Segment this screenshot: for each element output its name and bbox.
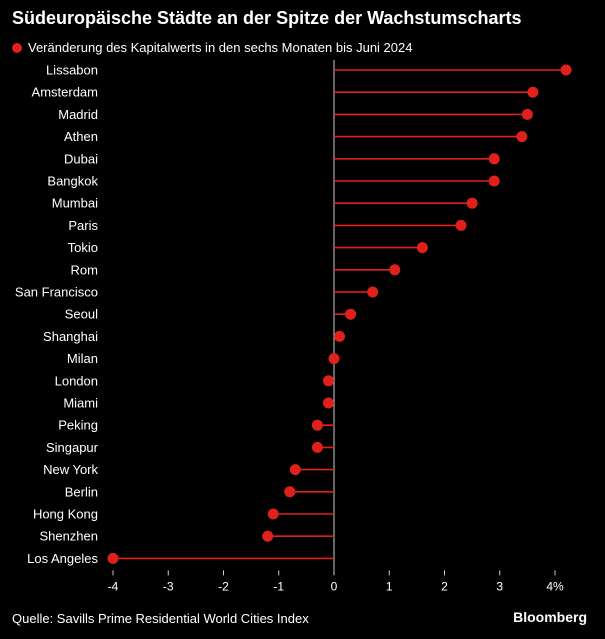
lollipop-dot <box>455 219 467 231</box>
x-tick-label: 3 <box>496 579 503 593</box>
category-label: Seoul <box>65 307 98 322</box>
category-label: Paris <box>68 218 98 233</box>
category-label: Hong Kong <box>33 507 98 522</box>
lollipop-dot <box>488 175 500 187</box>
lollipop-dot <box>262 530 274 542</box>
lollipop-dot <box>527 86 539 98</box>
chart-legend: Veränderung des Kapitalwerts in den sech… <box>12 40 412 55</box>
category-label: Madrid <box>58 107 98 122</box>
chart-title: Südeuropäische Städte an der Spitze der … <box>12 8 522 28</box>
x-tick-label: -2 <box>218 579 229 593</box>
lollipop-dot <box>466 197 478 209</box>
category-label: Tokio <box>68 240 98 255</box>
x-tick-label: 2 <box>441 579 448 593</box>
category-label: San Francisco <box>15 285 98 300</box>
lollipop-dot <box>107 552 119 564</box>
lollipop-dot <box>311 441 323 453</box>
lollipop-dot <box>367 286 379 298</box>
category-label: London <box>55 373 98 388</box>
legend-label: Veränderung des Kapitalwerts in den sech… <box>28 40 413 55</box>
lollipop-dot <box>488 153 500 165</box>
category-label: Milan <box>67 351 98 366</box>
lollipop-dot <box>289 464 301 476</box>
category-label: Athen <box>64 129 98 144</box>
lollipop-dot <box>345 308 357 320</box>
lollipop-chart: -4 -3 -2 -1 0 1 2 3 4% Lissabon Amsterdam Madrid Ath… <box>15 60 572 593</box>
category-label: Amsterdam <box>32 85 98 100</box>
category-label: Rom <box>71 262 98 277</box>
source-note: Quelle: Savills Prime Residential World … <box>12 611 309 626</box>
category-label: Bangkok <box>47 174 98 189</box>
legend-marker <box>12 42 22 53</box>
lollipop-dot <box>322 375 334 387</box>
lollipop-dot <box>322 397 334 409</box>
lollipop-dot <box>284 486 296 498</box>
lollipop-dot <box>516 131 528 143</box>
category-label: Shenzhen <box>39 529 98 544</box>
lollipop-dot <box>560 64 572 76</box>
x-tick-label: 0 <box>331 579 338 593</box>
lollipop-dot <box>416 242 428 254</box>
x-tick-label: 4% <box>546 579 564 593</box>
x-tick-label: -4 <box>108 579 119 593</box>
category-label: Dubai <box>64 151 98 166</box>
category-label: Singapur <box>46 440 99 455</box>
x-tick-label: -3 <box>163 579 174 593</box>
category-label: Berlin <box>65 484 98 499</box>
category-label: Peking <box>58 418 98 433</box>
x-tick-label: 1 <box>386 579 393 593</box>
lollipop-dot <box>389 264 401 276</box>
category-label: New York <box>43 462 98 477</box>
category-label: Lissabon <box>46 63 98 78</box>
category-label: Shanghai <box>43 329 98 344</box>
lollipop-dot <box>328 353 340 365</box>
lollipop-dot <box>267 508 279 520</box>
category-label: Los Angeles <box>27 551 98 566</box>
category-label: Mumbai <box>52 196 98 211</box>
lollipop-dot <box>311 419 323 431</box>
lollipop-dot <box>521 108 533 120</box>
lollipop-dot <box>334 330 346 342</box>
category-label: Miami <box>63 396 98 411</box>
x-tick-label: -1 <box>273 579 284 593</box>
bloomberg-logo: Bloomberg <box>513 609 587 625</box>
